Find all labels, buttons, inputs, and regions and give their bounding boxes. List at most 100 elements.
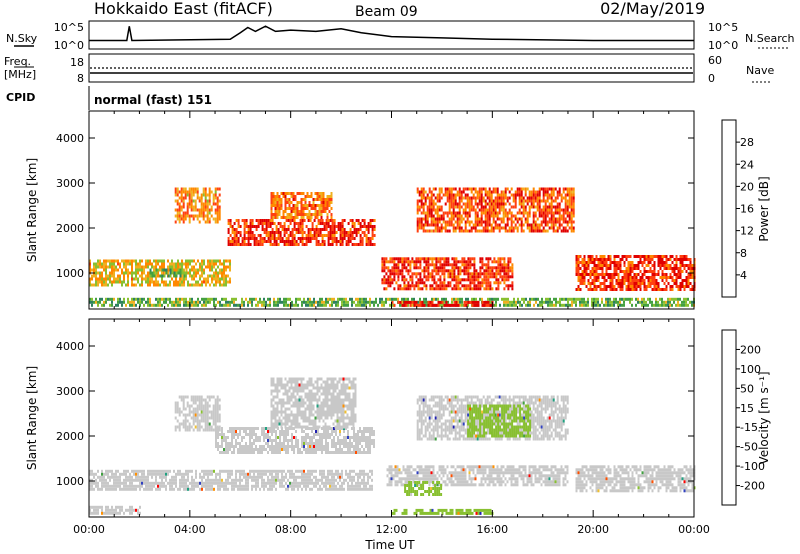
data-cell — [280, 234, 282, 237]
data-cell — [571, 212, 573, 215]
data-cell — [266, 219, 268, 222]
data-cell — [604, 288, 606, 291]
data-cell — [327, 201, 329, 204]
data-cell — [297, 485, 299, 488]
data-cell — [517, 218, 519, 221]
data-cell — [355, 304, 357, 307]
data-cell — [164, 269, 166, 272]
data-cell — [95, 479, 97, 482]
data-cell — [341, 488, 343, 491]
data-cell — [111, 272, 113, 275]
data-cell — [410, 304, 412, 307]
data-cell — [203, 191, 205, 194]
data-cell — [331, 470, 333, 473]
data-cell — [451, 188, 453, 191]
data-cell — [459, 298, 461, 301]
data-cell — [351, 301, 353, 304]
data-cell — [644, 273, 646, 276]
data-cell — [567, 191, 569, 194]
data-cell — [445, 269, 447, 272]
data-cell — [209, 194, 211, 197]
data-cell — [277, 304, 279, 307]
data-cell — [445, 188, 447, 191]
data-cell — [491, 215, 493, 218]
data-cell — [413, 263, 415, 266]
data-cell — [297, 488, 299, 491]
data-cell — [670, 273, 672, 276]
data-cell — [260, 222, 262, 225]
data-cell — [688, 267, 690, 270]
data-cell — [461, 197, 463, 200]
data-cell — [648, 264, 650, 267]
data-cell — [369, 304, 371, 307]
data-cell — [497, 194, 499, 197]
data-cell — [269, 479, 271, 482]
data-cell — [264, 240, 266, 243]
data-cell — [173, 266, 175, 269]
data-cell — [119, 479, 121, 482]
data-cell — [165, 479, 167, 482]
data-cell — [511, 301, 513, 304]
data-cell — [364, 219, 366, 222]
data-cell — [318, 228, 320, 231]
data-cell — [623, 304, 625, 307]
data-cell — [145, 266, 147, 269]
data-cell — [155, 473, 157, 476]
data-cell — [125, 272, 127, 275]
data-cell — [262, 243, 264, 246]
data-cell — [336, 231, 338, 234]
data-cell — [207, 203, 209, 206]
data-cell — [515, 218, 517, 221]
data-cell — [135, 485, 137, 488]
data-cell — [336, 240, 338, 243]
data-cell — [565, 209, 567, 212]
data-cell — [363, 488, 365, 491]
radar-summary-plot: Hokkaido East (fitACF) Beam 09 02/May/20… — [0, 0, 800, 554]
data-cell — [191, 200, 193, 203]
data-cell — [273, 301, 275, 304]
data-cell — [457, 275, 459, 278]
data-cell — [606, 273, 608, 276]
data-cell — [145, 281, 147, 284]
data-cell — [497, 191, 499, 194]
data-cell — [161, 298, 163, 301]
data-cell — [250, 222, 252, 225]
data-cell — [297, 304, 299, 307]
data-cell — [115, 266, 117, 269]
data-cell — [113, 482, 115, 485]
data-cell — [217, 206, 219, 209]
data-cell — [197, 304, 199, 307]
data-cell — [275, 216, 277, 219]
data-cell — [515, 191, 517, 194]
data-cell — [131, 284, 133, 287]
data-cell — [201, 470, 203, 473]
data-cell — [559, 194, 561, 197]
data-cell — [469, 197, 471, 200]
data-cell — [389, 278, 391, 281]
data-cell — [461, 284, 463, 287]
nsearch-tick-low: 10^0 — [708, 39, 738, 52]
data-cell — [509, 284, 511, 287]
data-cell — [602, 270, 604, 273]
data-cell — [509, 197, 511, 200]
data-cell — [573, 197, 575, 200]
data-cell — [417, 203, 419, 206]
date-label: 02/May/2019 — [600, 0, 705, 18]
data-cell — [503, 266, 505, 269]
data-cell — [567, 298, 569, 301]
data-cell — [642, 255, 644, 258]
data-cell — [427, 260, 429, 263]
data-cell — [301, 470, 303, 473]
data-cell — [611, 304, 613, 307]
data-cell — [423, 269, 425, 272]
data-cell — [246, 231, 248, 234]
data-cell — [576, 273, 578, 276]
data-cell — [230, 243, 232, 246]
data-cell — [590, 255, 592, 258]
data-cell — [547, 194, 549, 197]
data-cell — [632, 264, 634, 267]
data-cell — [682, 255, 684, 258]
data-cell — [451, 212, 453, 215]
data-cell — [292, 240, 294, 243]
data-cell — [477, 281, 479, 284]
